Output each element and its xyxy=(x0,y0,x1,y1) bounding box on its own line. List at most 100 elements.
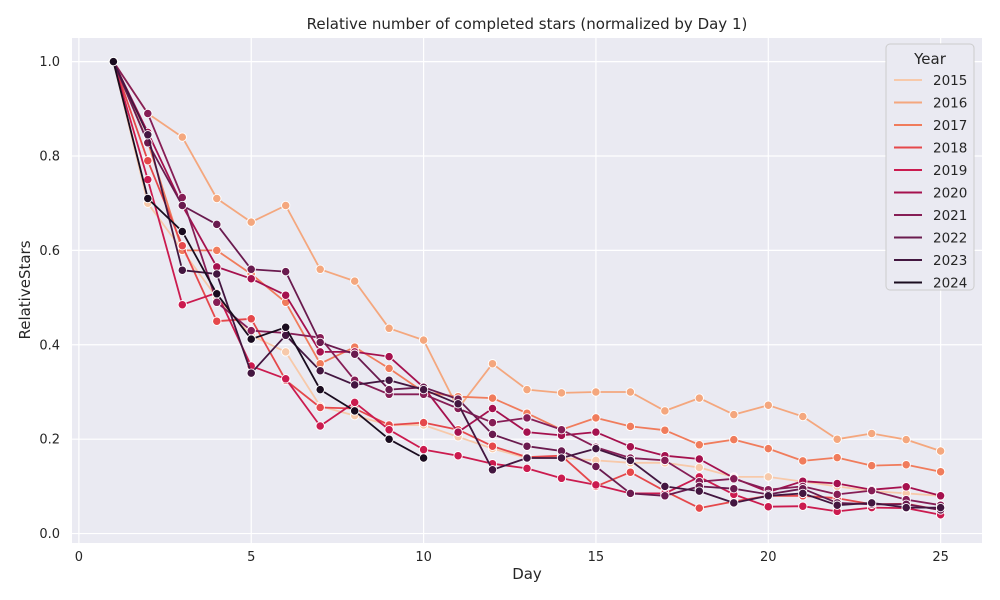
data-point xyxy=(832,500,842,510)
grid-lines xyxy=(72,38,982,543)
data-point xyxy=(935,446,946,456)
data-point xyxy=(660,481,670,492)
data-point xyxy=(832,489,842,500)
data-point xyxy=(867,498,877,508)
legend-label: 2015 xyxy=(933,73,967,89)
data-point xyxy=(487,465,498,475)
data-point xyxy=(418,453,429,463)
data-point xyxy=(694,462,704,473)
data-point xyxy=(143,174,153,185)
legend-item-2021: 2021 xyxy=(894,208,967,224)
data-point xyxy=(384,323,394,333)
data-point xyxy=(212,245,222,256)
data-point xyxy=(625,467,636,477)
data-point xyxy=(350,276,360,286)
data-point xyxy=(591,413,601,423)
data-point xyxy=(212,269,222,279)
data-point xyxy=(212,193,222,204)
y-tick-label: 0.8 xyxy=(39,149,60,164)
x-axis-ticks: 0 5 10 15 20 25 xyxy=(75,550,949,565)
data-point xyxy=(522,413,532,423)
data-point xyxy=(591,427,601,437)
legend-title: Year xyxy=(913,50,947,68)
data-point xyxy=(660,406,670,416)
data-point xyxy=(729,484,739,494)
data-point xyxy=(763,472,773,482)
data-point xyxy=(694,503,704,513)
data-point xyxy=(832,452,842,463)
data-point xyxy=(418,444,429,455)
data-point xyxy=(453,427,463,437)
data-point xyxy=(281,322,291,332)
data-point xyxy=(177,200,187,211)
data-point xyxy=(901,434,911,445)
legend-label: 2018 xyxy=(933,141,967,157)
data-point xyxy=(625,455,636,466)
data-point xyxy=(177,300,187,310)
data-point xyxy=(246,217,256,227)
data-point xyxy=(935,467,946,477)
data-point xyxy=(729,498,739,508)
data-point xyxy=(556,473,567,483)
data-point xyxy=(935,491,946,501)
data-point xyxy=(143,130,153,140)
data-point xyxy=(384,384,394,395)
data-point xyxy=(315,421,325,431)
legend-item-2022: 2022 xyxy=(894,231,967,247)
data-point xyxy=(694,393,704,403)
data-point xyxy=(832,478,842,489)
data-point xyxy=(660,425,670,435)
y-tick-label: 0.0 xyxy=(39,527,60,542)
data-point xyxy=(315,402,325,413)
data-point xyxy=(522,441,532,451)
y-axis-ticks: 0.0 0.2 0.4 0.6 0.8 1.0 xyxy=(39,55,60,542)
data-point xyxy=(350,349,360,359)
data-point xyxy=(487,429,498,440)
x-tick-label: 10 xyxy=(415,550,432,565)
data-point xyxy=(246,314,256,324)
data-point xyxy=(763,502,773,512)
x-axis-label: Day xyxy=(512,565,542,583)
data-point xyxy=(281,290,291,300)
data-point xyxy=(487,417,498,428)
data-point xyxy=(487,393,498,403)
data-point xyxy=(315,384,325,395)
legend-label: 2019 xyxy=(933,163,967,179)
legend-label: 2016 xyxy=(933,96,967,112)
data-point xyxy=(246,334,256,344)
data-point xyxy=(591,480,601,490)
data-point xyxy=(625,387,636,397)
data-point xyxy=(935,502,946,513)
legend-label: 2017 xyxy=(933,118,967,134)
data-point xyxy=(281,200,291,211)
data-point xyxy=(143,156,153,166)
y-tick-label: 0.4 xyxy=(39,338,60,353)
data-point xyxy=(763,491,773,501)
data-point xyxy=(487,359,498,369)
data-point xyxy=(798,488,808,499)
data-point xyxy=(694,454,704,464)
data-point xyxy=(487,403,498,414)
x-tick-label: 5 xyxy=(247,550,255,565)
data-point xyxy=(177,132,187,142)
legend-items: 2015 2016 2017 2018 2019 2020 2021 2022 2023 2024 xyxy=(894,73,967,292)
data-point xyxy=(591,461,601,472)
data-point xyxy=(556,425,567,435)
data-point xyxy=(660,455,670,466)
data-point xyxy=(246,368,256,378)
legend-box xyxy=(885,43,975,291)
data-point xyxy=(453,451,463,461)
data-point xyxy=(556,388,567,398)
data-point xyxy=(350,406,360,416)
x-tick-label: 25 xyxy=(932,550,949,565)
data-point xyxy=(867,485,877,496)
data-point xyxy=(418,384,429,395)
data-point xyxy=(522,384,532,395)
data-point xyxy=(901,482,911,492)
data-point xyxy=(143,193,153,204)
y-tick-label: 1.0 xyxy=(39,55,60,70)
data-point xyxy=(246,325,256,336)
data-point xyxy=(384,375,394,385)
data-point xyxy=(763,400,773,410)
